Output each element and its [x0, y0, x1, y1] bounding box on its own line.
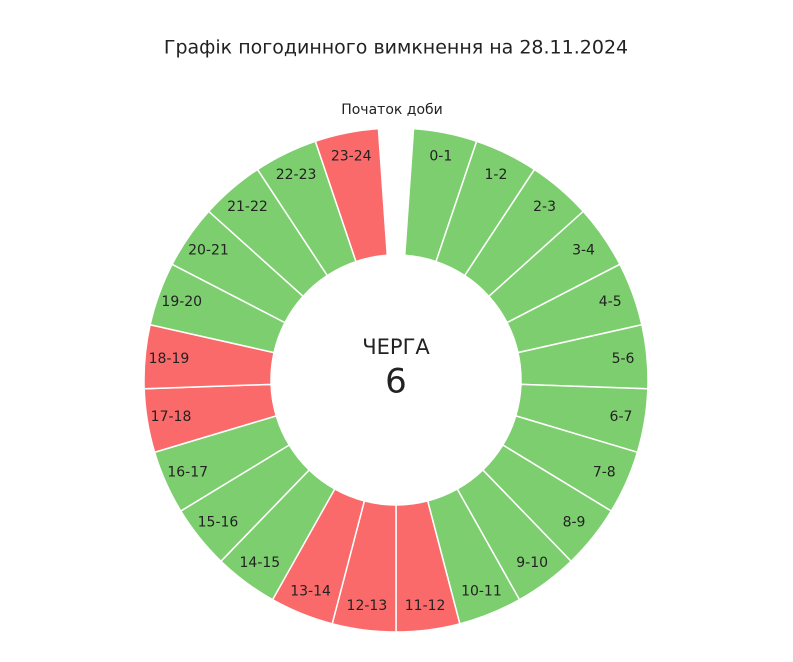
annotation: Початок доби	[341, 102, 443, 118]
segment-label: 10-11	[461, 583, 502, 599]
segment-label: 3-4	[572, 242, 595, 258]
segment-label: 14-15	[240, 555, 281, 571]
segment-label: 4-5	[599, 294, 622, 310]
segment-label: 11-12	[405, 598, 446, 614]
segment-label: 2-3	[533, 199, 556, 215]
center-value: 6	[385, 362, 407, 402]
segment-label: 22-23	[276, 167, 317, 183]
segment-label: 19-20	[161, 294, 202, 310]
segment-label: 0-1	[429, 148, 452, 164]
segment-label: 17-18	[151, 409, 192, 425]
segment	[314, 127, 389, 263]
segment-label: 5-6	[612, 351, 635, 367]
center-label: ЧЕРГА	[362, 335, 430, 359]
chart-title: Графік погодинного вимкнення на 28.11.20…	[164, 37, 628, 59]
segment-label: 18-19	[149, 351, 190, 367]
segment-label: 20-21	[188, 242, 229, 258]
segment-label: 1-2	[485, 167, 508, 183]
segment-label: 8-9	[563, 514, 586, 530]
segment-label: 9-10	[516, 555, 548, 571]
segment-label: 21-22	[227, 199, 268, 215]
segment-label: 13-14	[290, 583, 331, 599]
segment-label: 12-13	[347, 598, 388, 614]
segment-label: 7-8	[593, 465, 616, 481]
segment-label: 15-16	[198, 514, 239, 530]
segment-label: 16-17	[167, 465, 208, 481]
segment-label: 23-24	[331, 148, 372, 164]
segment-label: 6-7	[610, 409, 633, 425]
